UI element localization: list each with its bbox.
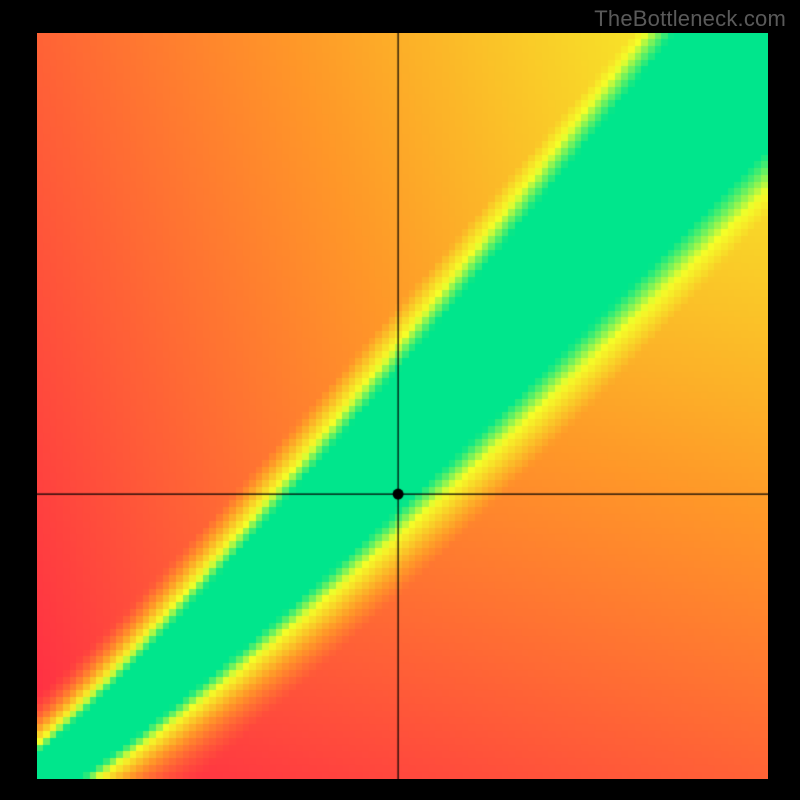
- heatmap-canvas: [37, 33, 768, 779]
- watermark-text: TheBottleneck.com: [594, 6, 786, 32]
- chart-container: TheBottleneck.com: [0, 0, 800, 800]
